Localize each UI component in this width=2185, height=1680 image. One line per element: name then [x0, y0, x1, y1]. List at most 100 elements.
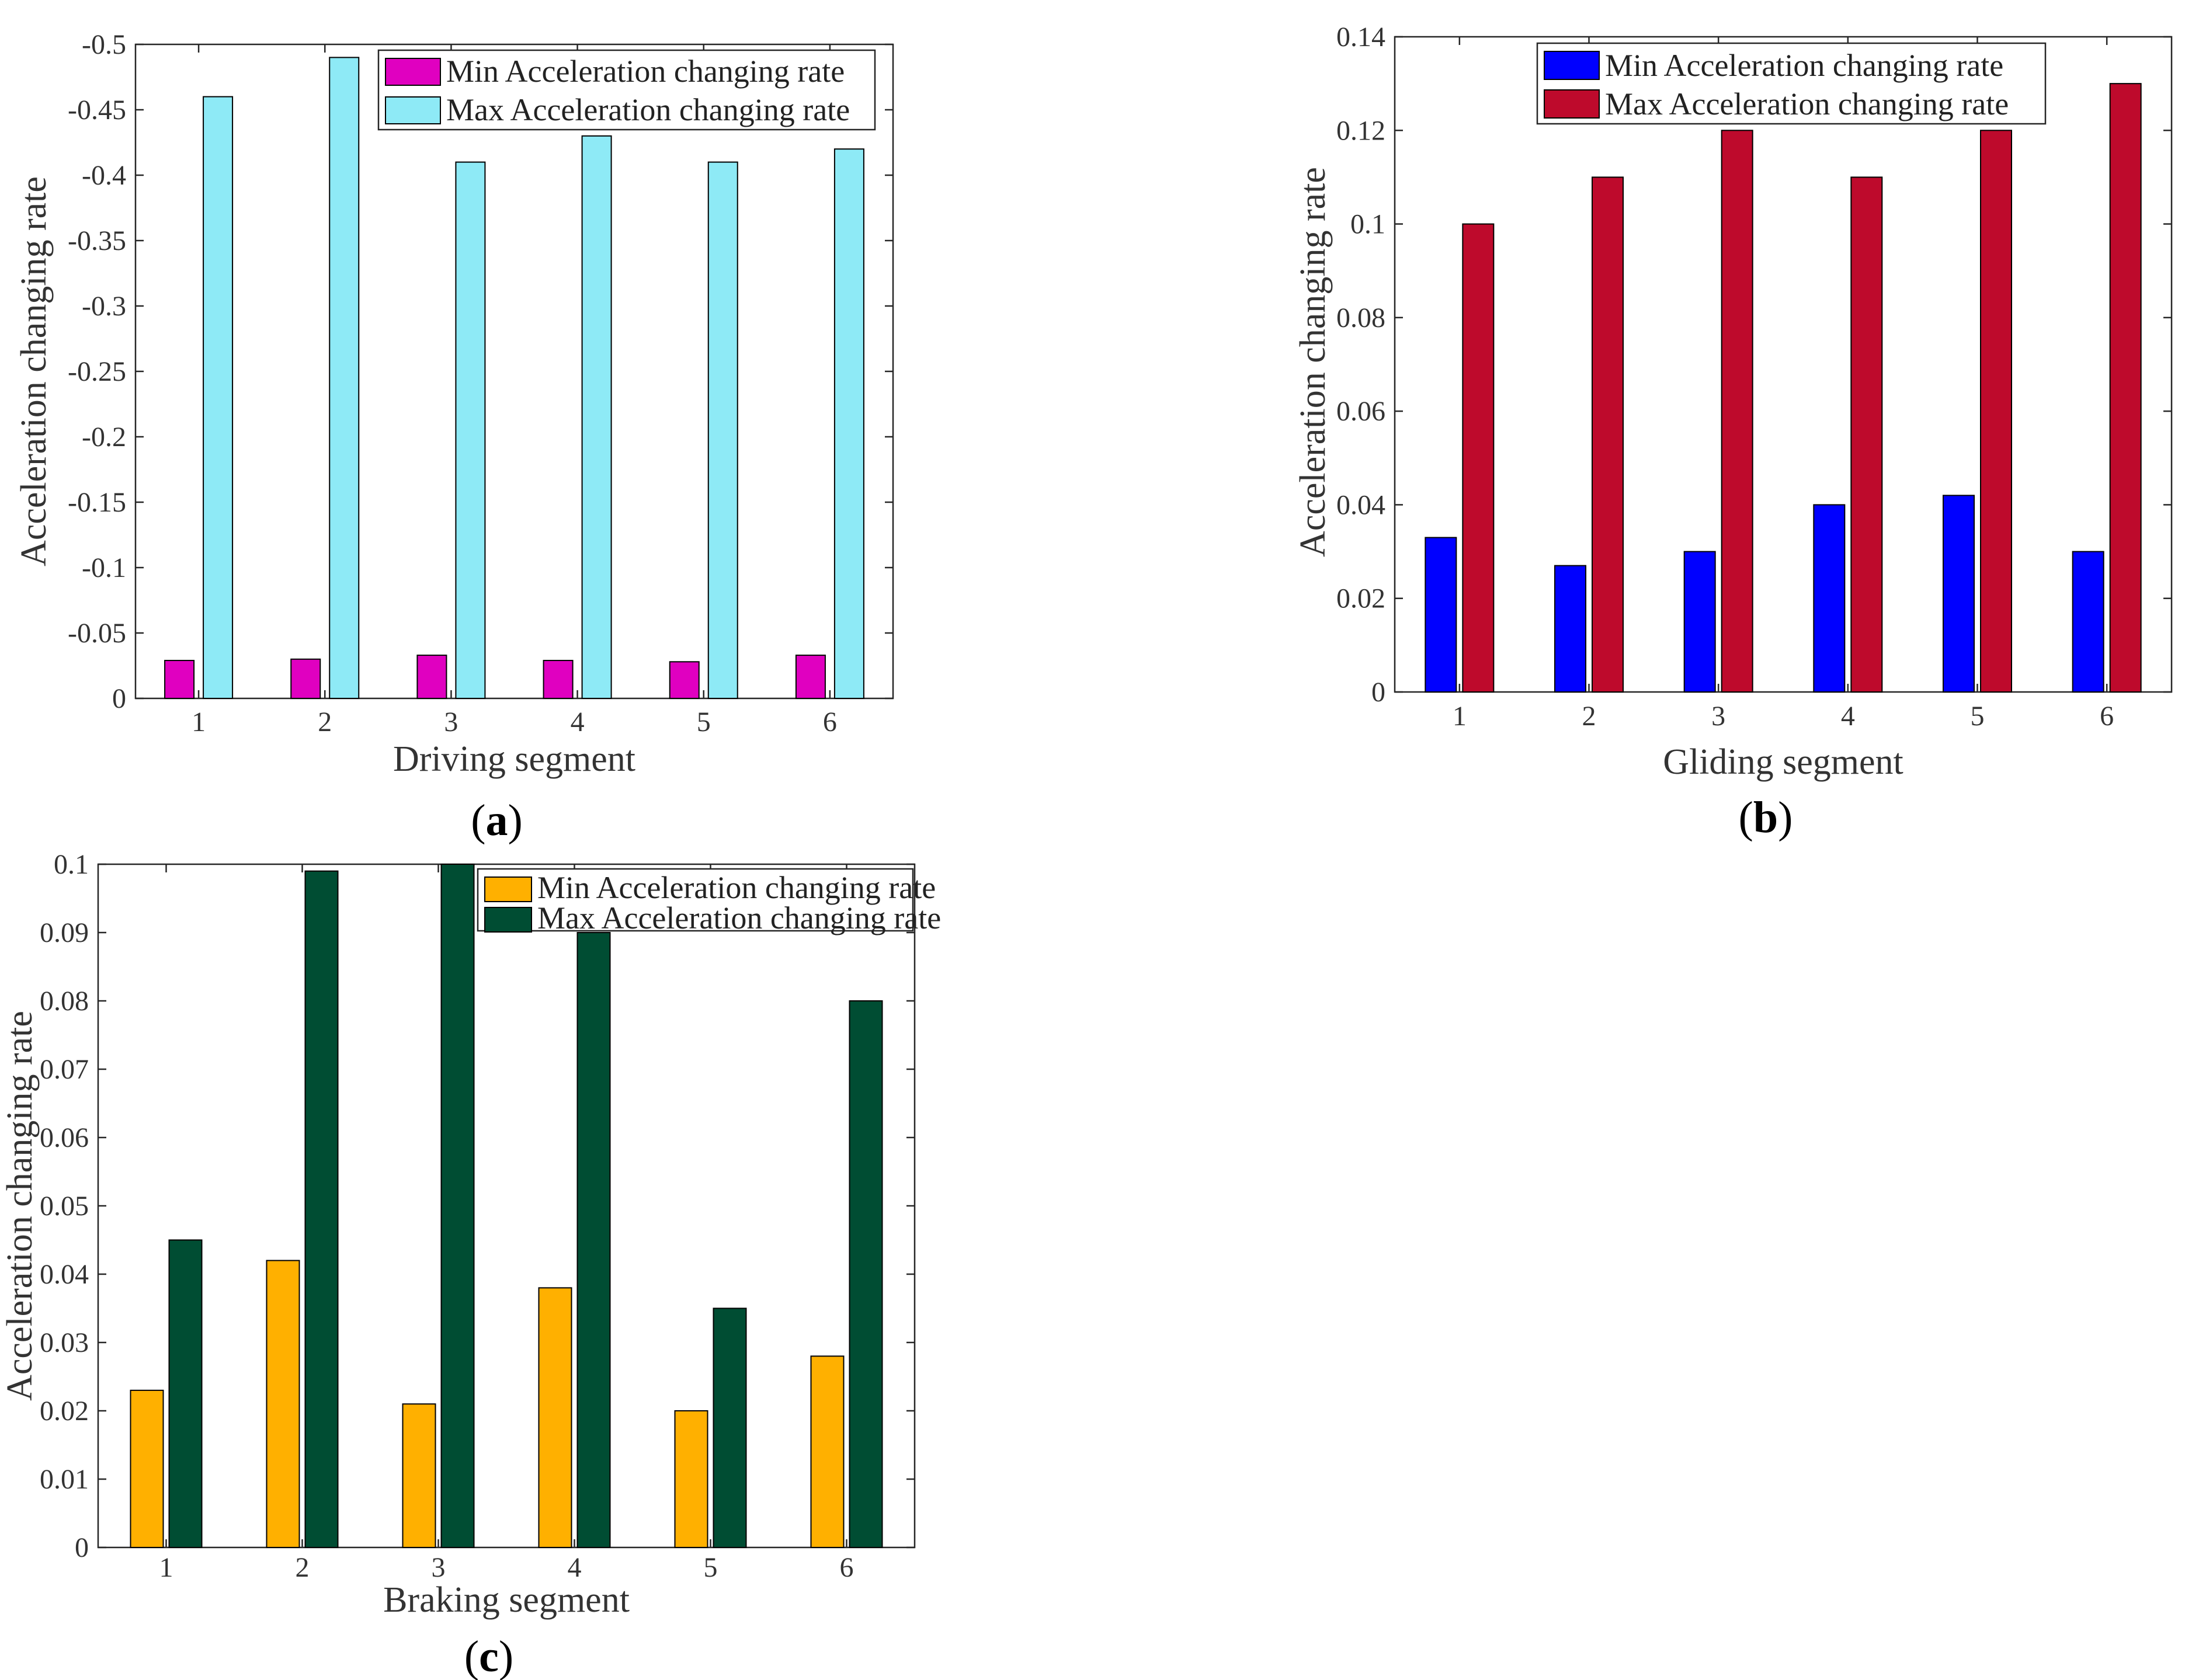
x-tick-label: 5 — [704, 1552, 718, 1583]
legend-swatch-min — [484, 876, 532, 902]
y-axis-title: Acceleration changing rate — [1293, 167, 1333, 557]
y-tick-label: -0.1 — [82, 552, 126, 583]
bar-min-segment-5 — [1943, 495, 1975, 693]
y-tick-label: 0.03 — [40, 1327, 89, 1358]
y-tick-label: -0.3 — [82, 291, 126, 322]
x-axis-title: Braking segment — [383, 1580, 630, 1620]
bar-max-segment-5 — [1980, 130, 2012, 693]
y-tick-label: 0.05 — [40, 1191, 89, 1222]
chart-panel-a: 0 -0.05 -0.1 -0.15 -0.2 -0.25 -0.3 -0.35 -0.4 -0.… — [14, 29, 894, 845]
y-tick-label: 0.08 — [40, 986, 89, 1017]
x-tick-label: 2 — [296, 1552, 310, 1583]
y-tick-label: 0.04 — [40, 1259, 89, 1290]
y-tick-label: -0.4 — [82, 160, 126, 191]
bar-max-segment-3 — [455, 161, 486, 700]
x-tick-label: 4 — [1841, 701, 1855, 732]
y-tick-label: 0.1 — [54, 849, 89, 880]
x-tick-label: 6 — [840, 1552, 854, 1583]
bar-min-segment-2 — [290, 658, 321, 700]
bar-min-segment-5 — [674, 1410, 708, 1548]
y-tick-label: 0.02 — [40, 1396, 89, 1427]
bar-max-segment-4 — [576, 932, 611, 1548]
x-tick-label: 1 — [192, 707, 206, 738]
legend-swatch-max — [484, 907, 532, 933]
bar-min-segment-1 — [164, 660, 195, 700]
plot-area — [97, 863, 916, 1549]
y-tick-label: 0.06 — [1336, 396, 1385, 427]
bar-max-segment-6 — [833, 148, 864, 699]
panel-label: (a) — [471, 796, 523, 845]
bar-min-segment-6 — [2072, 551, 2104, 693]
chart-panel-c: 0 0.01 0.02 0.03 0.04 0.05 0.06 0.07 0.08 0.09 0.1… — [0, 849, 941, 1680]
bar-max-segment-5 — [707, 161, 738, 700]
legend-label-min: Min Acceleration changing rate — [446, 54, 845, 89]
x-tick-label: 1 — [159, 1552, 173, 1583]
y-tick-label: 0.09 — [40, 917, 89, 948]
bar-max-segment-1 — [1462, 223, 1495, 693]
y-tick-label: 0 — [1371, 677, 1385, 708]
y-tick-label: 0 — [112, 683, 126, 714]
legend-swatch-max — [385, 96, 441, 124]
y-tick-label: -0.15 — [68, 487, 126, 518]
chart-panel-b: 0 0.02 0.04 0.06 0.08 0.1 0.12 0.14 1 2 3 4 5 6 Glidin… — [1293, 22, 2173, 842]
bar-min-segment-1 — [1425, 537, 1457, 693]
bar-max-segment-2 — [1592, 176, 1624, 693]
y-tick-label: 0.02 — [1336, 583, 1385, 614]
legend-swatch-min — [385, 58, 441, 86]
y-tick-label: -0.5 — [82, 29, 126, 60]
legend-label-max: Max Acceleration changing rate — [537, 900, 941, 935]
bar-min-segment-4 — [538, 1287, 572, 1548]
bar-min-segment-1 — [130, 1389, 164, 1548]
x-tick-label: 5 — [697, 707, 711, 738]
x-tick-label: 3 — [444, 707, 458, 738]
legend-label-min: Min Acceleration changing rate — [1605, 48, 2003, 83]
x-tick-label: 6 — [823, 707, 837, 738]
y-tick-label: 0.07 — [40, 1054, 89, 1085]
x-tick-label: 4 — [571, 707, 585, 738]
bar-max-segment-2 — [329, 57, 360, 699]
bar-max-segment-4 — [1850, 176, 1883, 693]
x-tick-label: 2 — [1582, 701, 1596, 732]
bar-max-segment-1 — [168, 1239, 203, 1548]
bar-max-segment-3 — [440, 864, 475, 1548]
x-tick-label: 3 — [432, 1552, 446, 1583]
y-tick-label: 0.14 — [1336, 22, 1385, 53]
bar-max-segment-2 — [304, 870, 339, 1548]
x-axis-title: Driving segment — [393, 739, 635, 779]
bar-max-segment-4 — [581, 135, 612, 700]
x-tick-label: 3 — [1711, 701, 1725, 732]
bar-max-segment-5 — [713, 1307, 747, 1548]
legend-box — [1536, 42, 2047, 125]
legend-box — [477, 868, 914, 932]
y-tick-label: -0.25 — [68, 356, 126, 387]
bar-min-segment-3 — [416, 655, 447, 699]
y-tick-label: -0.45 — [68, 95, 126, 126]
legend-label-max: Max Acceleration changing rate — [1605, 86, 2009, 121]
bar-max-segment-6 — [849, 1000, 883, 1548]
y-tick-label: -0.2 — [82, 422, 126, 453]
bar-max-segment-6 — [2109, 83, 2142, 693]
x-axis-title: Gliding segment — [1663, 742, 1903, 782]
bar-min-segment-4 — [1813, 504, 1846, 693]
bar-min-segment-3 — [402, 1403, 436, 1549]
y-tick-label: 0.08 — [1336, 302, 1385, 333]
plot-area — [1394, 36, 2173, 693]
bar-min-segment-2 — [266, 1260, 300, 1549]
bar-min-segment-4 — [543, 660, 574, 700]
bar-max-segment-1 — [203, 96, 234, 700]
bar-min-segment-3 — [1683, 551, 1716, 693]
legend-label-min: Min Acceleration changing rate — [537, 870, 936, 905]
plot-area — [134, 43, 894, 700]
x-tick-label: 6 — [2100, 701, 2114, 732]
y-tick-label: 0.04 — [1336, 489, 1385, 520]
y-tick-label: 0.06 — [40, 1122, 89, 1153]
y-axis-title: Acceleration changing rate — [0, 1011, 40, 1401]
panel-label: (b) — [1739, 793, 1793, 842]
bar-min-segment-6 — [795, 655, 826, 699]
legend-label-max: Max Acceleration changing rate — [446, 92, 850, 127]
y-tick-label: -0.35 — [68, 225, 126, 256]
